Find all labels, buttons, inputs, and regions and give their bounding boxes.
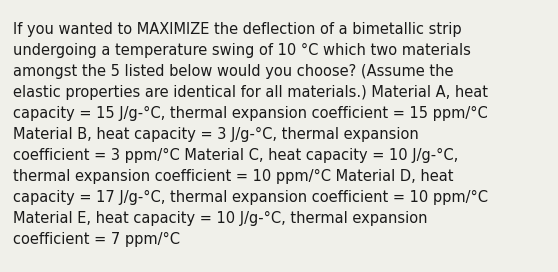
Text: If you wanted to MAXIMIZE the deflection of a bimetallic strip
undergoing a temp: If you wanted to MAXIMIZE the deflection…	[13, 22, 488, 247]
